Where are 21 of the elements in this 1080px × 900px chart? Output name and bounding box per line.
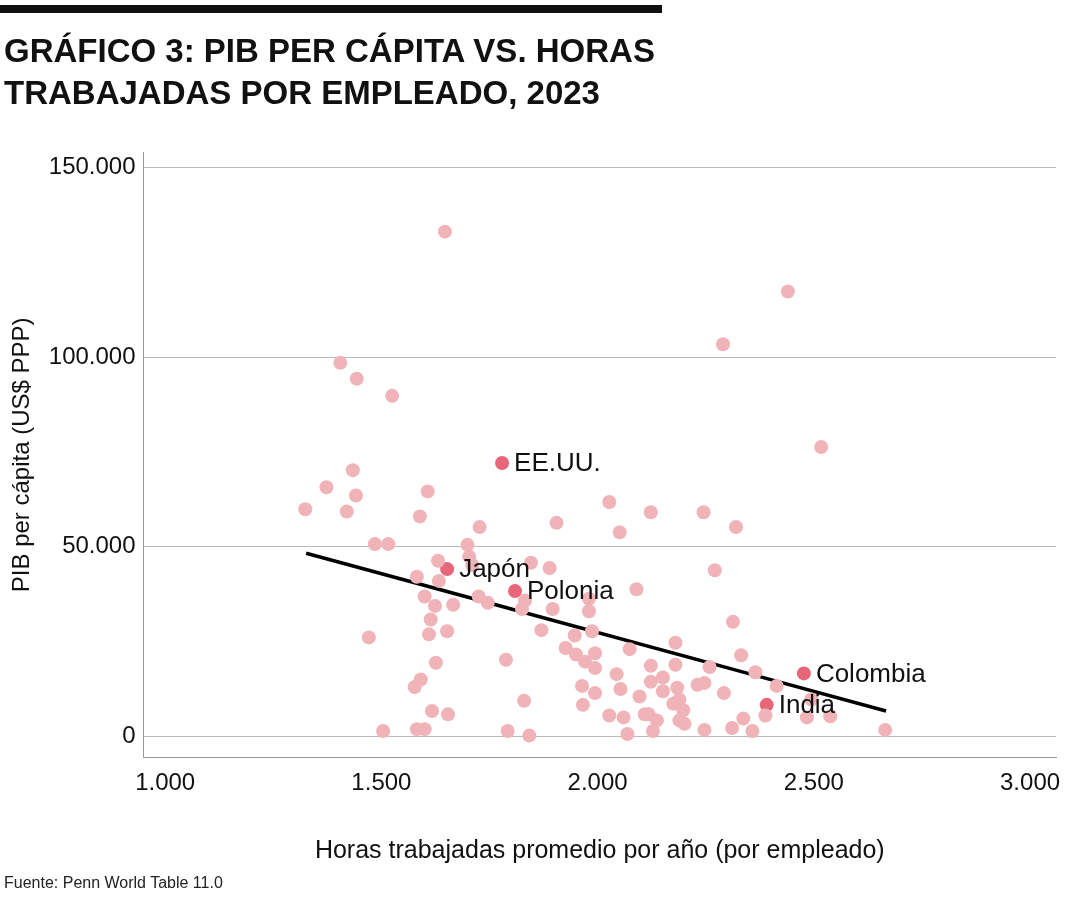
point	[796, 666, 811, 681]
x-axis-title: Horas trabajadas promedio por año (por empleado)	[314, 834, 885, 863]
chart-title: GRÁFICO 3: PIB PER CÁPITA VS. HORAS TRABAJADAS POR EMPLEADO, 2023	[4, 31, 656, 113]
y-tick-label: 100.000	[48, 341, 136, 369]
annotation: Japón	[459, 553, 530, 584]
x-tick-label: 2.000	[567, 768, 628, 796]
x-tick-label: 3.000	[1000, 768, 1061, 796]
x-tick-label: 1.000	[135, 768, 196, 796]
source-note: Fuente: Penn World Table 11.0	[4, 874, 223, 892]
point	[508, 584, 523, 599]
point	[440, 562, 455, 577]
y-tick-label: 150.000	[48, 152, 136, 180]
x-tick-label: 1.500	[351, 768, 412, 796]
y-tick-label: 50.000	[62, 531, 136, 559]
point	[495, 455, 510, 470]
y-tick-label: 0	[122, 720, 136, 748]
annotation: EE.UU.	[514, 447, 601, 478]
x-tick-label: 2.500	[783, 768, 844, 796]
y-axis-title: PIB per cápita (US$ PPP)	[7, 317, 35, 593]
annotation: India	[778, 689, 836, 720]
annotation: Colombia	[815, 657, 927, 688]
